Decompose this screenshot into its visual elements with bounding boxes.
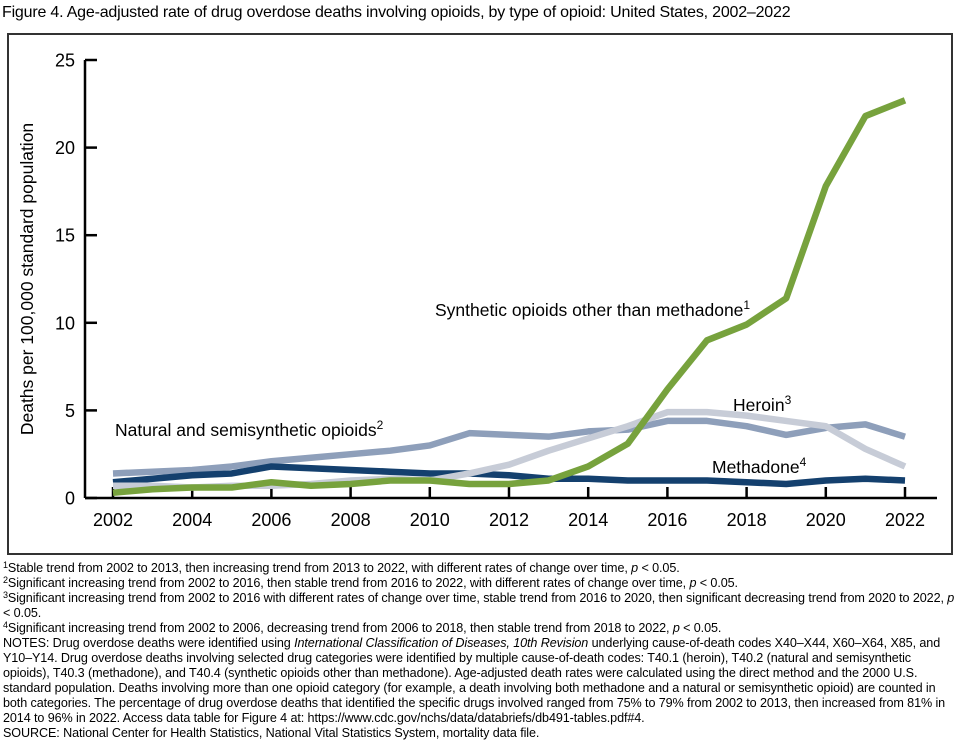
x-tick-label: 2006: [251, 510, 291, 530]
x-tick-label: 2012: [489, 510, 529, 530]
y-axis-title: Deaths per 100,000 standard population: [17, 123, 37, 435]
x-tick-label: 2022: [885, 510, 925, 530]
x-tick-label: 2018: [727, 510, 767, 530]
x-tick-label: 2020: [806, 510, 846, 530]
footnote-block: 1Stable trend from 2002 to 2013, then in…: [3, 561, 956, 741]
y-tick-label: 15: [55, 226, 75, 246]
series-line-natural-and-semisynthetic-opioids: [112, 417, 906, 477]
x-tick-label: 2004: [172, 510, 212, 530]
y-tick-label: 25: [55, 51, 75, 71]
x-tick-label: 2014: [568, 510, 608, 530]
footnote-4: 4Significant increasing trend from 2002 …: [3, 620, 722, 636]
series-label-heroin: Heroin3: [733, 393, 792, 415]
y-tick-label: 0: [65, 489, 75, 509]
series-label-natural-and-semisynthetic-opioids: Natural and semisynthetic opioids2: [115, 418, 384, 440]
x-tick-label: 2008: [331, 510, 371, 530]
series-line-synthetic-opioids-other-than-methadone: [112, 97, 907, 496]
notes-text: NOTES: Drug overdose deaths were identif…: [3, 636, 946, 725]
line-chart: 0 5 10 15 20 25 2002 2004 2006 2008 2010 2012 2014 20…: [17, 51, 937, 530]
footnote-1: 1Stable trend from 2002 to 2013, then in…: [3, 560, 680, 576]
series-label-methadone: Methadone4: [712, 455, 807, 477]
x-tick-label: 2010: [410, 510, 450, 530]
series-label-synthetic-opioids-other-than-methadone: Synthetic opioids other than methadone1: [435, 298, 750, 320]
source-text: SOURCE: National Center for Health Stati…: [3, 726, 540, 740]
figure-title: Figure 4. Age-adjusted rate of drug over…: [2, 4, 791, 21]
y-tick-label: 5: [65, 401, 75, 421]
series-line-methadone: [112, 463, 906, 488]
y-tick-label: 10: [55, 313, 75, 333]
footnote-2: 2Significant increasing trend from 2002 …: [3, 575, 738, 591]
x-tick-label: 2002: [93, 510, 133, 530]
y-tick-label: 20: [55, 138, 75, 158]
x-tick-label: 2016: [647, 510, 687, 530]
footnote-3: 3Significant increasing trend from 2002 …: [3, 590, 955, 621]
chart-frame: 0 5 10 15 20 25 2002 2004 2006 2008 2010 2012 2014 20…: [7, 33, 953, 555]
